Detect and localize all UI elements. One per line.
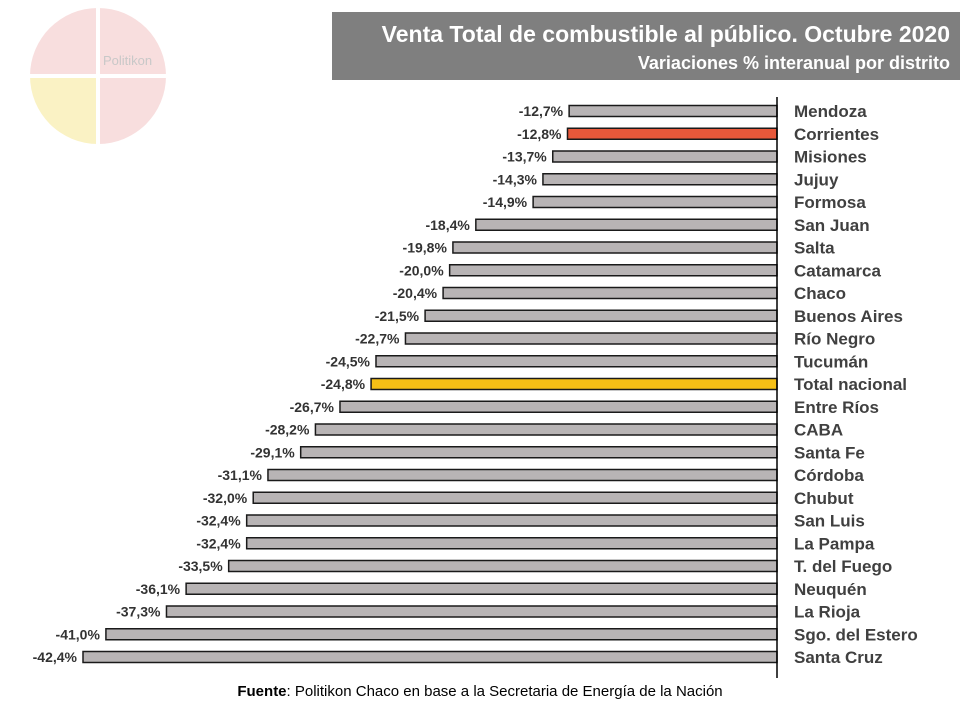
title-banner: Venta Total de combustible al público. O… [332,12,960,80]
politikon-logo: Politikon [30,8,166,144]
bar-23 [105,628,778,641]
category-label-11: Tucumán [794,352,868,371]
category-label-20: T. del Fuego [794,557,892,576]
bar-9 [424,309,778,322]
value-label-14: -28,2% [265,422,310,438]
value-label-11: -24,5% [326,353,371,369]
bar-11 [375,355,778,368]
category-label-13: Entre Ríos [794,398,879,417]
bar-10 [404,332,778,345]
bar-18 [245,514,778,527]
value-label-18: -32,4% [196,513,241,529]
category-label-19: La Pampa [794,534,875,553]
source-text: : Politikon Chaco en base a la Secretari… [286,683,723,700]
value-label-5: -18,4% [425,217,470,233]
bar-8 [442,286,778,300]
bar-7 [448,264,778,277]
value-label-17: -32,0% [203,490,248,506]
bar-21 [185,582,778,595]
source-label: Fuente [237,683,287,700]
category-label-3: Jujuy [794,170,839,189]
value-label-2: -13,7% [502,149,547,165]
bar-0 [568,104,778,118]
bar-16 [267,468,778,482]
category-label-1: Corrientes [794,125,879,144]
bar-24 [82,650,778,664]
category-label-9: Buenos Aires [794,307,903,326]
value-label-23: -41,0% [56,626,101,642]
bar-3 [542,173,778,186]
value-label-10: -22,7% [355,331,400,347]
bar-19 [245,537,778,550]
bar-22 [165,605,778,618]
category-label-15: Santa Fe [794,443,865,462]
category-label-2: Misiones [794,148,867,167]
value-label-7: -20,0% [399,262,444,278]
category-label-4: Formosa [794,193,866,212]
bar-2 [552,150,778,163]
value-label-20: -33,5% [178,558,223,574]
category-label-18: San Luis [794,512,865,531]
bar-6 [452,241,778,254]
value-label-21: -36,1% [136,581,181,597]
category-label-24: Santa Cruz [794,648,883,667]
category-label-17: Chubut [794,489,854,508]
category-label-6: Salta [794,239,835,258]
chart-title: Venta Total de combustible al público. O… [381,21,950,47]
category-label-23: Sgo. del Estero [794,625,918,644]
category-label-16: Córdoba [794,466,864,485]
category-label-14: CABA [794,421,843,440]
source-note: Fuente: Politikon Chaco en base a la Sec… [0,683,960,700]
category-label-5: San Juan [794,216,870,235]
value-label-4: -14,9% [483,194,528,210]
value-label-22: -37,3% [116,604,161,620]
value-label-15: -29,1% [250,444,295,460]
value-label-6: -19,8% [403,240,448,256]
bar-20 [227,559,778,573]
value-label-13: -26,7% [290,399,335,415]
category-label-7: Catamarca [794,261,881,280]
logo-text: Politikon [103,53,152,68]
bar-5 [475,218,778,231]
bar-17 [252,491,778,504]
value-label-1: -12,8% [517,126,562,142]
value-label-16: -31,1% [218,467,263,483]
category-label-21: Neuquén [794,580,867,599]
value-label-12: -24,8% [321,376,366,392]
bar-1 [566,127,778,140]
category-label-22: La Rioja [794,603,861,622]
category-label-0: Mendoza [794,102,867,121]
value-label-24: -42,4% [33,649,78,665]
value-label-0: -12,7% [519,103,564,119]
category-label-10: Río Negro [794,330,875,349]
chart-subtitle: Variaciones % interanual por distrito [637,53,950,73]
value-label-19: -32,4% [196,535,241,551]
value-label-8: -20,4% [393,285,438,301]
bar-13 [339,400,778,413]
category-label-8: Chaco [794,284,846,303]
value-label-9: -21,5% [375,308,420,324]
category-label-12: Total nacional [794,375,907,394]
bar-12 [370,377,778,391]
value-label-3: -14,3% [493,171,538,187]
bar-4 [532,195,778,209]
bar-15 [299,446,778,459]
bar-14 [314,423,778,436]
